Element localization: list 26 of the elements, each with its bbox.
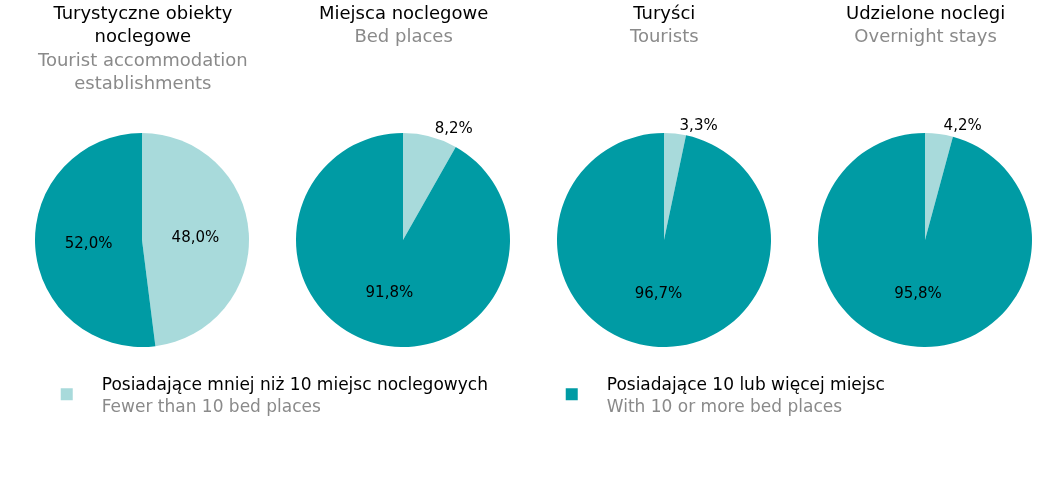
pie-slice (403, 133, 456, 240)
pie-slice (35, 133, 156, 347)
legend-label: Posiadające 10 lub więcej miejsc With 10 or more bed places (606, 373, 885, 416)
data-label: 95,8% (894, 284, 942, 303)
data-label: 52,0% (64, 234, 113, 253)
data-label: 3,3% (679, 115, 718, 134)
legend-label: Posiadające mniej niż 10 miejsc noclegowych Fewer than 10 bed places (101, 373, 488, 416)
chart-subtitle: Bed places (354, 25, 453, 47)
chart-title: Udzielone noclegi (846, 2, 1006, 23)
chart-title: Miejsca noclegowe (319, 2, 489, 23)
data-label: 96,7% (634, 284, 683, 303)
pie-slice (925, 133, 953, 240)
pie-slice (664, 133, 687, 240)
pie-slice (818, 133, 1032, 347)
chart-subtitle: Tourist accommodation establishments (37, 48, 248, 94)
pie-slice (142, 133, 249, 347)
data-label: 8,2% (434, 119, 473, 138)
pie-slice (557, 133, 771, 347)
chart-title: Turyści (632, 2, 696, 23)
pie-slice (296, 133, 510, 347)
data-label: 91,8% (365, 282, 414, 301)
chart-subtitle: Tourists (629, 25, 699, 47)
chart-subtitle: Overnight stays (854, 25, 997, 47)
chart-title: Turystyczne obiekty noclegowe (52, 2, 233, 47)
data-label: 48,0% (171, 227, 220, 246)
data-label: 4,2% (943, 116, 982, 135)
